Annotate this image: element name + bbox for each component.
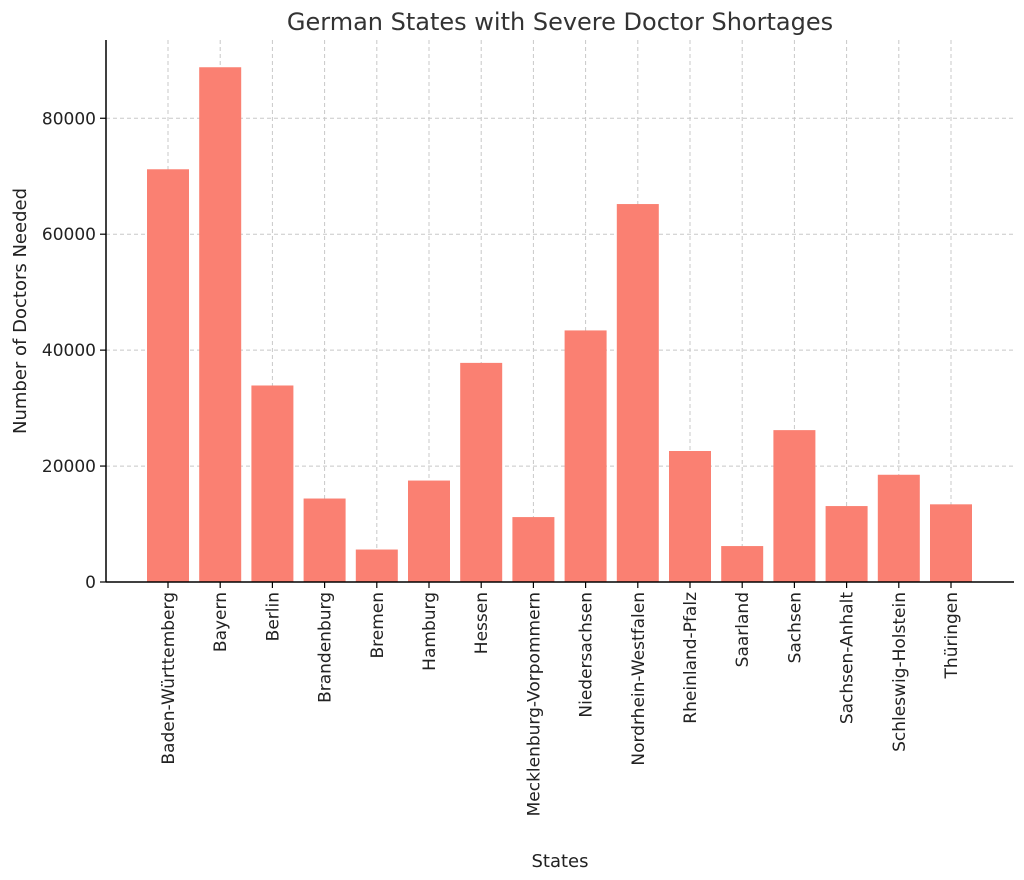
bar — [773, 430, 816, 582]
bar — [721, 546, 764, 582]
x-tick-label: Berlin — [263, 592, 283, 641]
bar — [877, 474, 920, 582]
x-tick-label: Bayern — [211, 592, 231, 652]
chart-title: German States with Severe Doctor Shortag… — [287, 8, 833, 36]
bar — [930, 504, 972, 582]
bar — [564, 330, 607, 582]
bar — [460, 362, 503, 582]
y-axis: 0 20000 40000 60000 80000 — [42, 109, 106, 593]
y-tick-label: 60000 — [42, 225, 96, 245]
bar — [251, 385, 294, 582]
x-tick-label: Hessen — [472, 592, 492, 654]
x-tick-label: Nordrhein-Westfalen — [629, 592, 649, 766]
bar — [408, 480, 450, 582]
y-tick-label: 0 — [85, 573, 96, 593]
x-tick-label: Hamburg — [420, 592, 440, 671]
bar — [669, 450, 711, 582]
bar — [303, 498, 346, 582]
x-tick-label: Brandenburg — [316, 592, 336, 703]
y-axis-label: Number of Doctors Needed — [10, 188, 31, 434]
x-tick-label: Thüringen — [942, 592, 962, 679]
x-tick-label: Bremen — [368, 592, 388, 659]
bar — [355, 549, 398, 582]
x-tick-label: Baden-Württemberg — [159, 592, 179, 765]
x-tick-label: Niedersachsen — [577, 592, 597, 718]
bar — [147, 169, 189, 583]
x-tick-label: Mecklenburg-Vorpommern — [524, 592, 544, 816]
bar — [512, 517, 555, 582]
x-axis-label: States — [531, 851, 588, 872]
x-tick-label: Sachsen — [785, 592, 805, 663]
x-axis: Baden-Württemberg Bayern Berlin Brandenburg… — [159, 582, 962, 816]
bar — [825, 506, 868, 582]
y-tick-label: 40000 — [42, 341, 96, 361]
y-tick-label: 80000 — [42, 109, 96, 129]
bar — [616, 204, 659, 582]
x-tick-label: Rheinland-Pfalz — [681, 592, 701, 724]
y-tick-label: 20000 — [42, 457, 96, 477]
bars — [147, 67, 972, 583]
x-tick-label: Saarland — [733, 592, 753, 667]
x-tick-label: Sachsen-Anhalt — [838, 592, 858, 724]
x-tick-label: Schleswig-Holstein — [890, 592, 910, 752]
bar — [199, 67, 242, 582]
